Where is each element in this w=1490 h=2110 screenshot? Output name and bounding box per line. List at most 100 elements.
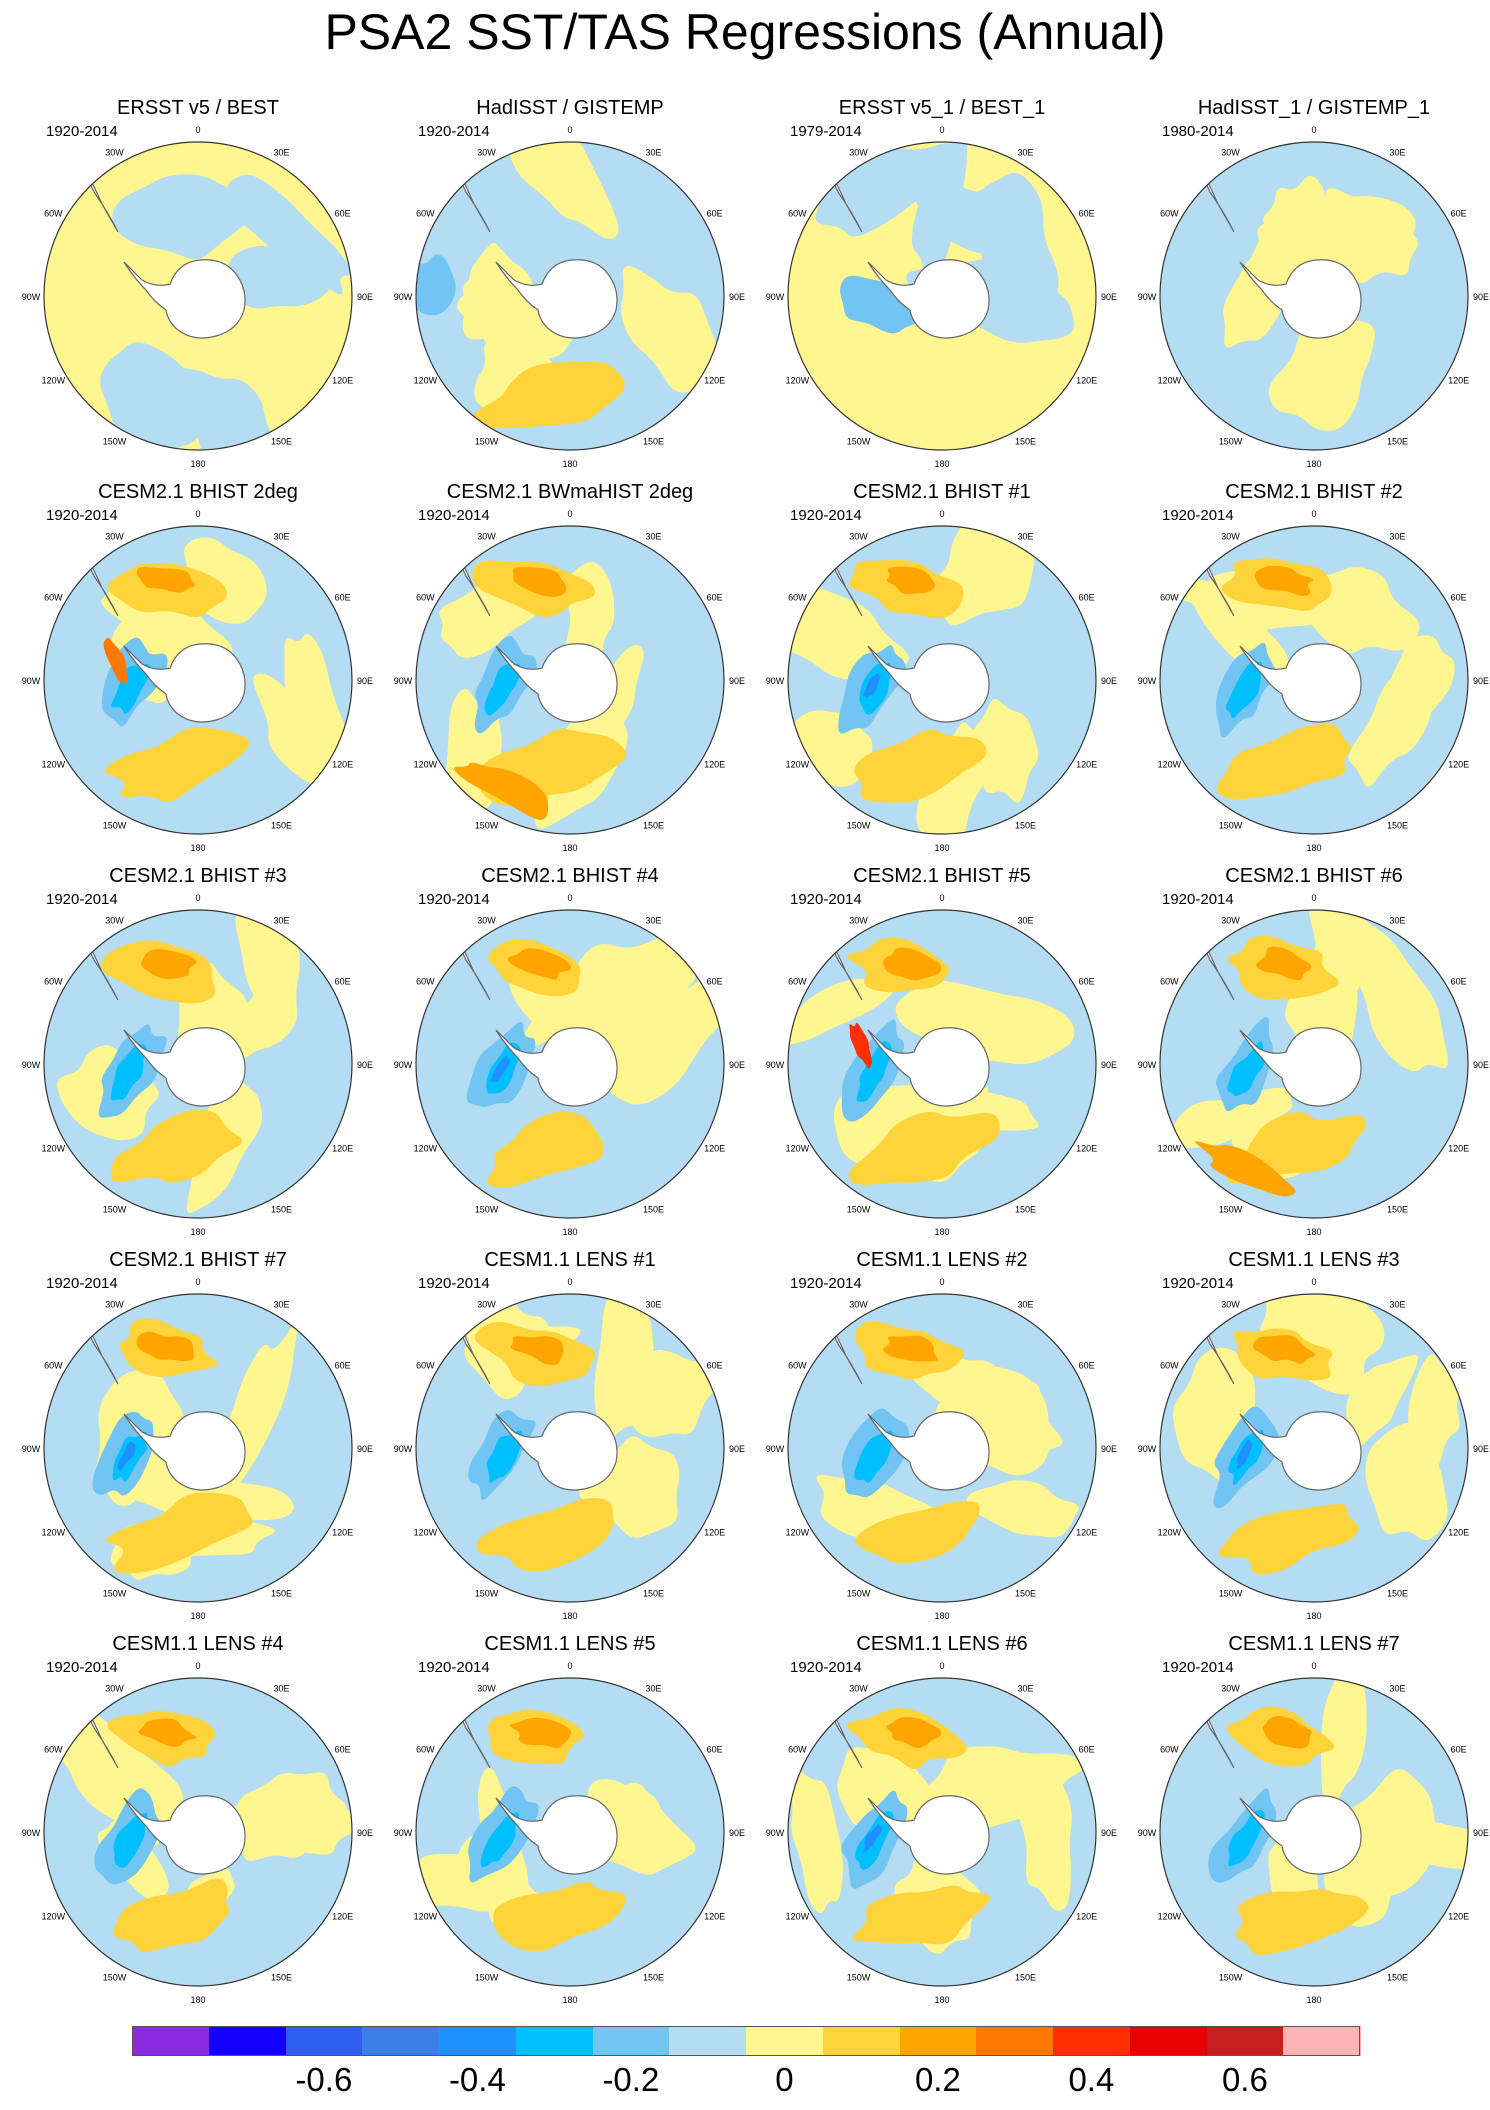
longitude-label: 30W xyxy=(105,147,124,157)
panel-title: CESM1.1 LENS #3 xyxy=(1228,1249,1400,1271)
antarctica-coastline xyxy=(867,259,990,339)
panel-title: CESM1.1 LENS #7 xyxy=(1228,1633,1400,1655)
field-region xyxy=(621,265,722,393)
longitude-label: 120E xyxy=(1076,1528,1097,1538)
longitude-label: 120W xyxy=(1158,760,1182,770)
longitude-label: 120W xyxy=(1158,1144,1182,1154)
longitude-label: 0 xyxy=(939,125,944,135)
longitude-label: 0 xyxy=(567,125,572,135)
colorbar-tick-label: 0.4 xyxy=(1068,2061,1115,2098)
cold-anomaly xyxy=(117,1441,136,1471)
longitude-label: 180 xyxy=(1306,459,1321,469)
colorbar-tick-label: -0.2 xyxy=(602,2061,660,2098)
longitude-label: 120E xyxy=(1448,1912,1469,1922)
panel-title: CESM2.1 BHIST #2 xyxy=(1225,481,1403,503)
field-region xyxy=(1331,1768,1436,1910)
map-panel: CESM2.1 BWmaHIST 2deg 1920-2014 0 30E 60E 90E… xyxy=(384,480,756,864)
antarctica-coastline xyxy=(867,1027,990,1107)
warm-anomaly xyxy=(476,1497,614,1572)
longitude-label: 60W xyxy=(44,1745,63,1755)
longitude-label: 30W xyxy=(849,1299,868,1309)
field-region xyxy=(1390,635,1455,727)
longitude-label: 60E xyxy=(707,593,723,603)
longitude-label: 30W xyxy=(477,531,496,541)
longitude-label: 120E xyxy=(704,1528,725,1538)
longitude-label: 60E xyxy=(1079,977,1095,987)
longitude-label: 60W xyxy=(416,593,435,603)
panel-period: 1920-2014 xyxy=(1162,1275,1234,1292)
longitude-label: 30E xyxy=(1389,147,1405,157)
colorbar-tick-label: 0.6 xyxy=(1221,2061,1268,2098)
longitude-label: 150W xyxy=(847,1205,871,1215)
map-panel: CESM1.1 LENS #1 1920-2014 0 30E 60E 90E 120E 15… xyxy=(384,1248,756,1632)
longitude-label: 90W xyxy=(22,676,41,686)
longitude-label: 60E xyxy=(707,977,723,987)
warm-anomaly xyxy=(136,1331,195,1362)
warm-anomaly xyxy=(855,1501,980,1564)
longitude-label: 30E xyxy=(645,1683,661,1693)
panel-period: 1920-2014 xyxy=(418,1275,490,1292)
warm-anomaly xyxy=(1218,1504,1359,1575)
field-region xyxy=(1268,314,1375,431)
longitude-label: 150E xyxy=(271,1973,292,1983)
longitude-label: 30W xyxy=(105,531,124,541)
longitude-label: 90E xyxy=(1473,292,1489,302)
longitude-label: 150E xyxy=(643,1205,664,1215)
panel-title: CESM1.1 LENS #4 xyxy=(112,1633,284,1655)
panel-period: 1980-2014 xyxy=(1162,123,1234,140)
longitude-label: 30E xyxy=(273,915,289,925)
longitude-label: 60W xyxy=(416,977,435,987)
colorbar-tick-label: -0.4 xyxy=(448,2061,506,2098)
map-border xyxy=(787,1293,1097,1603)
longitude-label: 30W xyxy=(1221,1683,1240,1693)
longitude-label: 120W xyxy=(42,1912,66,1922)
longitude-label: 30W xyxy=(105,1683,124,1693)
colorbar-swatch xyxy=(515,2026,593,2056)
longitude-label: 150E xyxy=(1015,1973,1036,1983)
map-border xyxy=(415,1677,725,1987)
longitude-label: 30E xyxy=(1017,531,1033,541)
longitude-label: 120E xyxy=(704,1912,725,1922)
map-panel: CESM2.1 BHIST #7 1920-2014 0 30E 60E 90E 120E 1… xyxy=(12,1248,384,1632)
longitude-label: 150W xyxy=(847,1589,871,1599)
field-region xyxy=(969,699,1039,803)
warm-anomaly xyxy=(1235,1889,1369,1955)
longitude-label: 60W xyxy=(44,1361,63,1371)
field-region xyxy=(966,1480,1079,1538)
panel-period: 1979-2014 xyxy=(790,123,862,140)
antarctica-coastline xyxy=(123,1795,246,1875)
longitude-label: 90E xyxy=(357,1444,373,1454)
longitude-label: 150W xyxy=(103,821,127,831)
field-region xyxy=(235,910,300,1023)
field-region xyxy=(112,174,260,260)
map-border xyxy=(43,1293,353,1603)
map-panel: HadISST / GISTEMP 1920-2014 0 30E 60E 90E 120E… xyxy=(384,96,756,480)
longitude-label: 60W xyxy=(44,593,63,603)
longitude-label: 120E xyxy=(332,1528,353,1538)
longitude-label: 60W xyxy=(1160,977,1179,987)
longitude-label: 150E xyxy=(643,1973,664,1983)
map-border xyxy=(43,525,353,835)
panel-period: 1920-2014 xyxy=(1162,507,1234,524)
map-border xyxy=(415,909,725,1219)
colorbar-swatch xyxy=(362,2026,440,2056)
longitude-label: 150E xyxy=(271,821,292,831)
warm-anomaly xyxy=(1262,1716,1312,1749)
map-border xyxy=(787,525,1097,835)
polar-map: 0 30E 60E 90E 120E 150E 180 150W 120W 90W 60W 30W xyxy=(22,893,373,1237)
field-region xyxy=(1348,914,1448,1072)
cold-anomaly xyxy=(416,254,456,316)
longitude-label: 90W xyxy=(766,1828,785,1838)
longitude-label: 150W xyxy=(847,1973,871,1983)
longitude-label: 150W xyxy=(1219,1205,1243,1215)
longitude-label: 120E xyxy=(1448,1528,1469,1538)
panel-period: 1920-2014 xyxy=(418,891,490,908)
longitude-label: 60W xyxy=(1160,1745,1179,1755)
field-region xyxy=(788,1764,843,1914)
longitude-label: 150E xyxy=(643,437,664,447)
warm-anomaly xyxy=(493,1882,627,1952)
field-region xyxy=(416,1853,541,1912)
antarctica-coastline xyxy=(867,1411,990,1491)
longitude-label: 90E xyxy=(1101,1444,1117,1454)
panel-title: ERSST v5 / BEST xyxy=(117,97,279,119)
